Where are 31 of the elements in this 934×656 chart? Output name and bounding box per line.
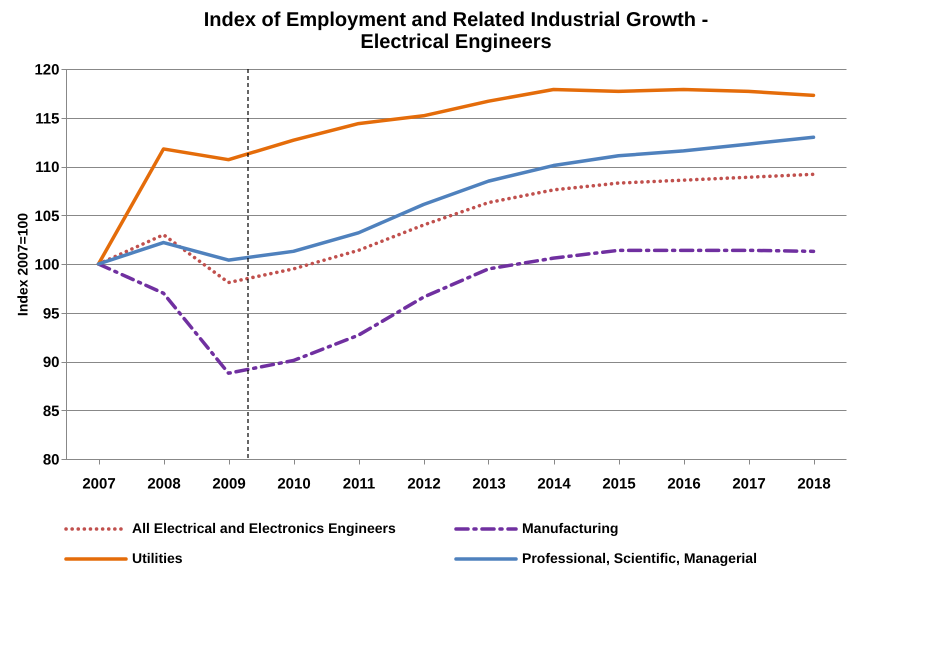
x-tick-label: 2013 — [472, 476, 506, 492]
x-tick-label: 2010 — [277, 476, 311, 492]
text: Index of Employment and Related Industrial Growth - — [204, 9, 708, 31]
y-tick-label: 90 — [42, 354, 60, 371]
x-tick-label: 2014 — [537, 476, 572, 492]
legend-label: Professional, Scientific, Managerial — [522, 550, 757, 566]
x-tick-label: 2012 — [407, 476, 441, 492]
x-tick-label: 2008 — [147, 476, 181, 492]
y-tick-label: 105 — [34, 208, 60, 225]
x-tick-label: 2015 — [602, 476, 636, 492]
x-tick-label: 2007 — [82, 476, 116, 492]
y-axis-title: Index 2007=100 — [14, 212, 30, 316]
x-tick-label: 2011 — [342, 476, 376, 492]
y-tick-label: 95 — [42, 305, 60, 322]
legend-label: All Electrical and Electronics Engineers — [132, 520, 396, 536]
y-tick-label: 110 — [35, 159, 60, 176]
x-tick-label: 2009 — [212, 476, 246, 492]
y-tick-label: 120 — [34, 62, 60, 78]
x-tick-label: 2018 — [797, 476, 831, 492]
x-tick-label: 2016 — [667, 476, 701, 492]
legend-label: Manufacturing — [522, 520, 618, 536]
line-series — [96, 88, 816, 266]
legend-label: Utilities — [132, 550, 183, 566]
y-tick-label: 100 — [34, 256, 60, 274]
y-tick-label: 115 — [35, 110, 60, 128]
text: Electrical Engineers — [360, 31, 552, 53]
line-series — [96, 136, 816, 266]
line-series — [96, 248, 816, 375]
y-tick-label: 85 — [42, 402, 60, 420]
x-tick-label: 2017 — [732, 476, 766, 492]
y-tick-label: 80 — [42, 452, 60, 468]
